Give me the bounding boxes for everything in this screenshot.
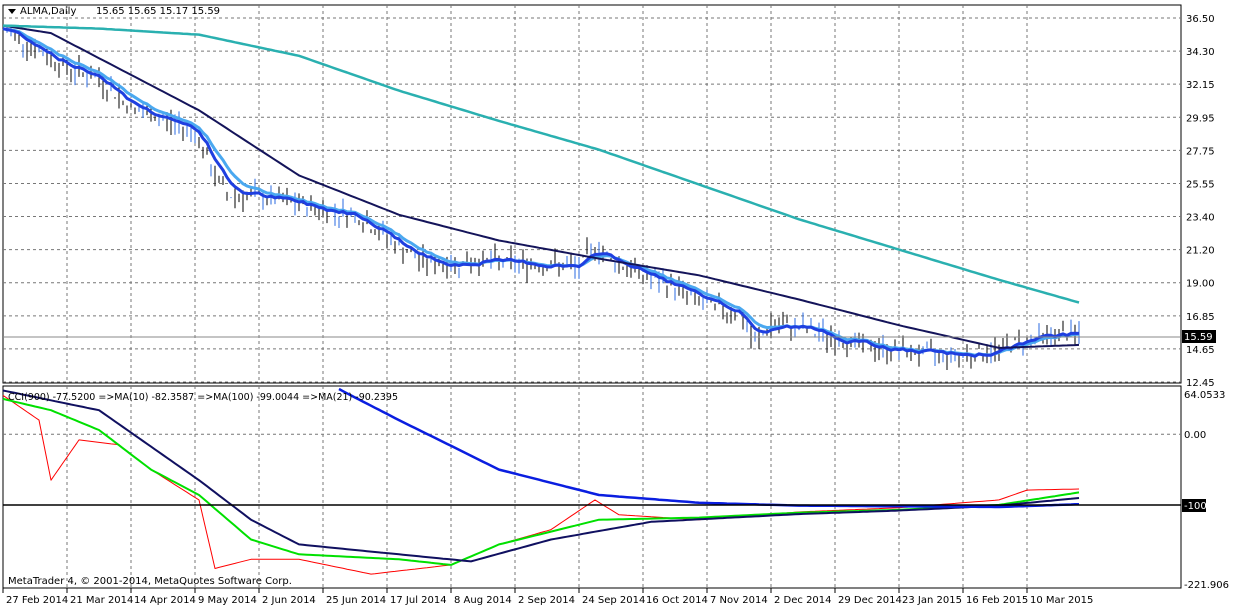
- ohlc-values: 15.65 15.65 15.17 15.59: [96, 6, 220, 17]
- level-badge: [1182, 499, 1206, 512]
- indicator-label: CCI(900) -77.5200 =>MA(10) -82.3587 =>MA…: [8, 392, 398, 403]
- series-lines: [2, 24, 1080, 575]
- price-tick-label: 29.95: [1186, 113, 1215, 124]
- indicator-panel[interactable]: [2, 385, 1182, 589]
- dropdown-triangle-icon[interactable]: [8, 9, 16, 14]
- x-tick-label: 14 Apr 2014: [134, 595, 196, 606]
- ma21-line: [2, 389, 1080, 563]
- price-tick-label: 25.55: [1186, 179, 1215, 190]
- symbol-timeframe: ALMA,Daily: [20, 6, 76, 17]
- x-tick-label: 21 Mar 2014: [70, 595, 133, 606]
- price-tick-label: 21.20: [1186, 246, 1215, 257]
- price-tick-label: 27.75: [1186, 146, 1215, 157]
- copyright: MetaTrader 4, © 2001-2014, MetaQuotes So…: [8, 576, 292, 587]
- price-tick-label: 32.15: [1186, 80, 1215, 91]
- price-tick-label: 36.50: [1186, 14, 1215, 25]
- x-tick-label: 9 May 2014: [198, 595, 257, 606]
- indicator-tick-label: 0.00: [1184, 430, 1206, 441]
- x-tick-label: 24 Sep 2014: [582, 595, 645, 606]
- grid: [2, 5, 1181, 593]
- indicator-tick-label: 64.0533: [1184, 390, 1225, 401]
- current-price-badge: [1182, 330, 1216, 343]
- x-tick-label: 29 Dec 2014: [838, 595, 902, 606]
- price-tick-label: 14.65: [1186, 345, 1215, 356]
- x-tick-label: 27 Feb 2014: [6, 595, 68, 606]
- x-tick-label: 17 Jul 2014: [390, 595, 447, 606]
- ma100-line: [338, 387, 1080, 509]
- indicator-tick-label: -221.906: [1184, 580, 1229, 591]
- cci-line: [2, 394, 1080, 575]
- ma-fast-line: [2, 27, 1080, 359]
- x-tick-label: 8 Aug 2014: [454, 595, 512, 606]
- price-tick-label: 34.30: [1186, 47, 1215, 58]
- x-tick-label: 2 Dec 2014: [774, 595, 832, 606]
- price-tick-label: 23.40: [1186, 213, 1215, 224]
- x-tick-label: 16 Feb 2015: [966, 595, 1028, 606]
- price-panel[interactable]: [2, 4, 1182, 384]
- axis-labels: 27 Feb 2014 21 Mar 2014 14 Apr 2014 9 May 2…: [6, 14, 1229, 606]
- price-tick-label: 12.45: [1186, 378, 1215, 389]
- ma-slow-line: [2, 24, 1080, 349]
- ma-long-line: [2, 24, 1080, 304]
- current-price-label: 15.59: [1184, 332, 1213, 343]
- x-tick-label: 25 Jun 2014: [326, 595, 386, 606]
- x-tick-label: 2 Sep 2014: [518, 595, 575, 606]
- level-label: -100: [1184, 501, 1207, 512]
- x-tick-label: 23 Jan 2015: [902, 595, 962, 606]
- price-tick-label: 19.00: [1186, 279, 1215, 290]
- x-tick-label: 16 Oct 2014: [646, 595, 708, 606]
- price-tick-label: 16.85: [1186, 312, 1215, 323]
- x-tick-label: 2 Jun 2014: [262, 595, 316, 606]
- x-tick-label: 7 Nov 2014: [710, 595, 768, 606]
- x-tick-label: 10 Mar 2015: [1030, 595, 1093, 606]
